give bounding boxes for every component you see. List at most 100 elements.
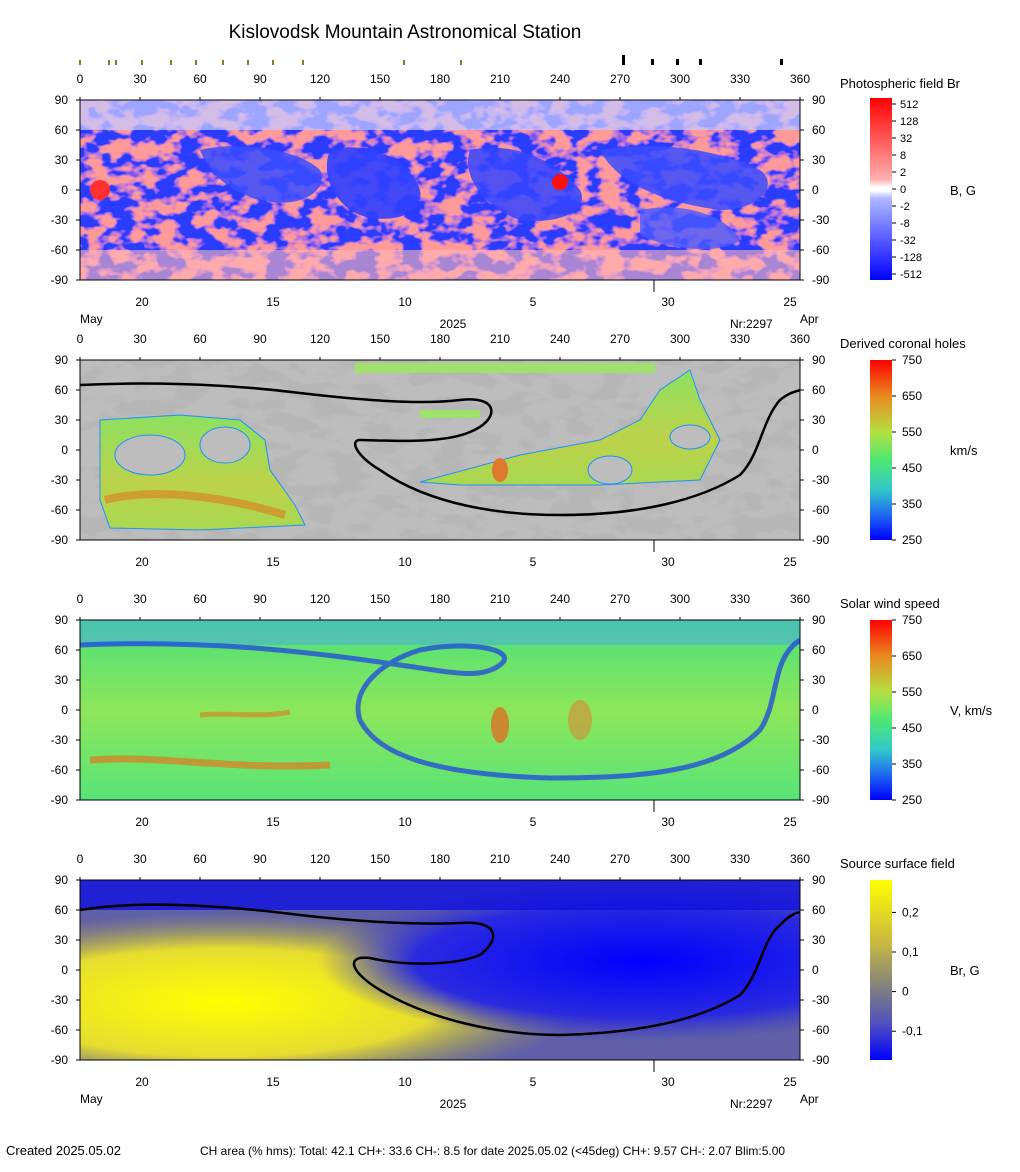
lon-tick-label: 30 bbox=[133, 332, 147, 346]
month-right-label-bottom: Apr bbox=[800, 1092, 819, 1106]
year-label-top: 2025 bbox=[440, 317, 467, 331]
lat-tick-label-right: -30 bbox=[812, 993, 830, 1007]
lon-tick-label: 180 bbox=[430, 332, 450, 346]
colorbar-tick-label: 0 bbox=[900, 184, 906, 196]
colorbar-tick-label: 32 bbox=[900, 133, 912, 145]
date-tick-label: 5 bbox=[530, 295, 537, 309]
colorbar-tick-label: -2 bbox=[900, 201, 910, 213]
colorbar-title: Source surface field bbox=[840, 856, 955, 871]
ch-area-label: CH area (% hms): Total: 42.1 CH+: 33.6 C… bbox=[200, 1144, 785, 1158]
lat-tick-label-right: 30 bbox=[812, 673, 826, 687]
photospheric-field-map bbox=[80, 100, 800, 280]
lon-tick-label: 240 bbox=[550, 332, 570, 346]
lat-tick-label-left: -60 bbox=[51, 503, 69, 517]
lon-tick-label: 240 bbox=[550, 72, 570, 86]
neutral-line bbox=[80, 903, 800, 1037]
date-tick-label: 15 bbox=[266, 1075, 280, 1089]
colorbar-tick-label: -0,1 bbox=[902, 1024, 923, 1038]
colorbar-tick-label: 750 bbox=[902, 353, 922, 367]
colorbar-tick-label: 0 bbox=[902, 985, 909, 999]
lat-tick-label-right: -60 bbox=[812, 243, 830, 257]
lon-tick-label: 240 bbox=[550, 852, 570, 866]
colorbar-tick-label: 0,2 bbox=[902, 905, 919, 919]
lat-tick-label-right: 30 bbox=[812, 153, 826, 167]
lat-tick-label-right: -90 bbox=[812, 533, 830, 547]
date-tick-label: 30 bbox=[661, 815, 675, 829]
lon-tick-label: 90 bbox=[253, 332, 267, 346]
lat-tick-label-left: 60 bbox=[55, 383, 69, 397]
date-tick-label: 10 bbox=[398, 815, 412, 829]
colorbar-tick-label: 250 bbox=[902, 533, 922, 547]
lon-tick-label: 360 bbox=[790, 72, 810, 86]
colorbar-tick-label: 650 bbox=[902, 649, 922, 663]
lat-tick-label-right: 0 bbox=[812, 963, 819, 977]
lat-tick-label-left: -90 bbox=[51, 793, 69, 807]
lat-tick-label-left: -60 bbox=[51, 243, 69, 257]
colorbar-unit-label: V, km/s bbox=[950, 703, 993, 718]
colorbar-tick-label: 550 bbox=[902, 425, 922, 439]
colorbar-tick-label: 250 bbox=[902, 793, 922, 807]
date-tick-label: 20 bbox=[135, 295, 149, 309]
lat-tick-label-right: 90 bbox=[812, 93, 826, 107]
lat-tick-label-right: 60 bbox=[812, 383, 826, 397]
lon-tick-label: 210 bbox=[490, 332, 510, 346]
colorbar-tick-label: -8 bbox=[900, 218, 910, 230]
created-label: Created 2025.05.02 bbox=[6, 1143, 121, 1158]
lat-tick-label-right: -90 bbox=[812, 793, 830, 807]
lat-tick-label-right: 90 bbox=[812, 613, 826, 627]
lon-tick-label: 90 bbox=[253, 72, 267, 86]
colorbar-tick-label: 650 bbox=[902, 389, 922, 403]
colorbar-title: Solar wind speed bbox=[840, 596, 940, 611]
colorbar-tick-label: 750 bbox=[902, 613, 922, 627]
lat-tick-label-right: 90 bbox=[812, 873, 826, 887]
lon-tick-label: 30 bbox=[133, 72, 147, 86]
date-tick-label: 10 bbox=[398, 1075, 412, 1089]
date-tick-label: 25 bbox=[783, 815, 797, 829]
lat-tick-label-right: -30 bbox=[812, 213, 830, 227]
lon-tick-label: 210 bbox=[490, 72, 510, 86]
lon-tick-label: 120 bbox=[310, 592, 330, 606]
date-tick-label: 20 bbox=[135, 815, 149, 829]
lon-tick-label: 150 bbox=[370, 592, 390, 606]
lat-tick-label-right: -30 bbox=[812, 473, 830, 487]
lon-tick-label: 150 bbox=[370, 852, 390, 866]
lat-tick-label-right: 90 bbox=[812, 353, 826, 367]
colorbars-layer: Photospheric field Br B, G 512 128 32 8 2 0 -2 -8… bbox=[840, 76, 993, 1060]
colorbar-unit-label: Br, G bbox=[950, 963, 980, 978]
lon-tick-label: 330 bbox=[730, 332, 750, 346]
date-tick-label: 15 bbox=[266, 295, 280, 309]
lon-tick-label: 300 bbox=[670, 852, 690, 866]
lon-tick-label: 300 bbox=[670, 72, 690, 86]
date-tick-label: 25 bbox=[783, 1075, 797, 1089]
lon-tick-label: 0 bbox=[77, 592, 84, 606]
rotation-label-top: Nr:2297 bbox=[730, 317, 773, 331]
colorbar-tick-label: -512 bbox=[900, 269, 922, 281]
lon-tick-label: 60 bbox=[193, 852, 207, 866]
lon-tick-label: 120 bbox=[310, 72, 330, 86]
date-tick-label: 15 bbox=[266, 815, 280, 829]
lon-tick-label: 90 bbox=[253, 592, 267, 606]
lat-tick-label-left: -30 bbox=[51, 213, 69, 227]
lon-tick-label: 300 bbox=[670, 592, 690, 606]
colorbar bbox=[870, 98, 892, 280]
date-tick-label: 5 bbox=[530, 555, 537, 569]
lat-tick-label-left: 30 bbox=[55, 933, 69, 947]
lat-tick-label-right: 0 bbox=[812, 703, 819, 717]
lat-tick-label-left: 60 bbox=[55, 903, 69, 917]
lon-tick-label: 0 bbox=[77, 852, 84, 866]
solar-wind-map bbox=[80, 620, 800, 800]
colorbar bbox=[870, 620, 892, 800]
date-tick-label: 5 bbox=[530, 815, 537, 829]
colorbar-tick-label: 550 bbox=[902, 685, 922, 699]
lat-tick-label-left: 60 bbox=[55, 123, 69, 137]
lat-tick-label-right: 0 bbox=[812, 183, 819, 197]
lon-tick-label: 30 bbox=[133, 852, 147, 866]
date-tick-label: 10 bbox=[398, 295, 412, 309]
lat-tick-label-left: -30 bbox=[51, 993, 69, 1007]
colorbar-tick-label: 450 bbox=[902, 461, 922, 475]
colorbar-tick-label: 450 bbox=[902, 721, 922, 735]
colorbar bbox=[870, 360, 892, 540]
lat-tick-label-right: 60 bbox=[812, 903, 826, 917]
lat-tick-label-left: 30 bbox=[55, 153, 69, 167]
